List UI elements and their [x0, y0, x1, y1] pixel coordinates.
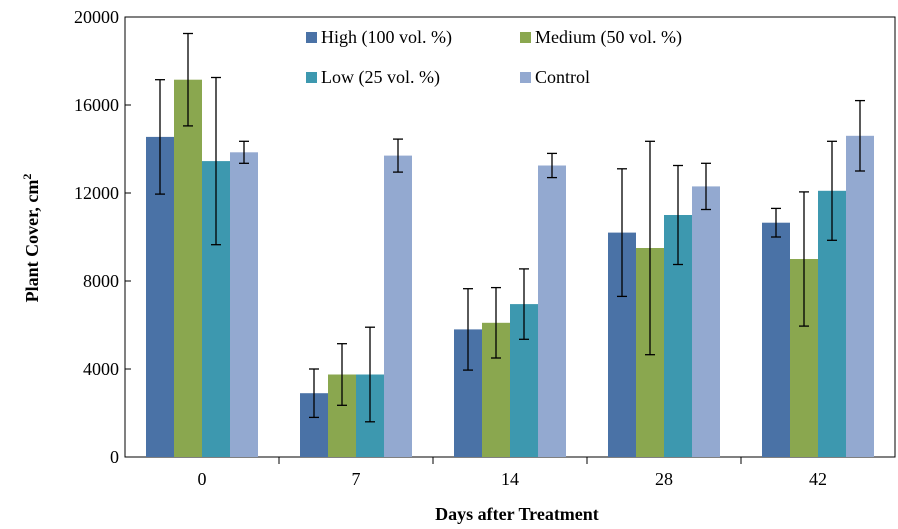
bar: [174, 79, 202, 457]
legend-label: Control: [535, 67, 590, 87]
x-axis: 0 7 14 28 42: [198, 457, 827, 489]
legend-swatch: [520, 72, 531, 83]
y-axis: 0 4000 8000 12000 16000 20000: [74, 7, 131, 467]
y-tick-label: 0: [110, 447, 119, 467]
x-tick-label: 7: [352, 469, 361, 489]
error-bars-group: [155, 32, 865, 423]
x-tick-label: 42: [809, 469, 827, 489]
bars-group: [146, 79, 874, 458]
legend-label: Medium (50 vol. %): [535, 27, 682, 48]
legend-label: Low (25 vol. %): [321, 67, 440, 88]
bar: [846, 135, 874, 458]
x-tick-label: 0: [198, 469, 207, 489]
y-axis-title-superscript: 2: [20, 174, 34, 180]
legend: High (100 vol. %) Medium (50 vol. %) Low (…: [306, 27, 682, 88]
bar: [692, 186, 720, 457]
x-tick-label: 28: [655, 469, 673, 489]
legend-swatch: [306, 72, 317, 83]
y-axis-title-text: Plant Cover, cm: [22, 180, 42, 303]
y-tick-label: 20000: [74, 7, 119, 27]
bar: [384, 155, 412, 457]
x-axis-title: Days after Treatment: [435, 504, 599, 524]
y-axis-title: Plant Cover, cm2: [20, 174, 42, 303]
y-tick-label: 16000: [74, 95, 119, 115]
legend-swatch: [520, 32, 531, 43]
legend-swatch: [306, 32, 317, 43]
y-tick-label: 4000: [83, 359, 119, 379]
y-tick-label: 8000: [83, 271, 119, 291]
bar: [762, 222, 790, 457]
bar: [230, 152, 258, 458]
legend-label: High (100 vol. %): [321, 27, 452, 48]
y-tick-label: 12000: [74, 183, 119, 203]
bar: [538, 165, 566, 457]
x-tick-label: 14: [501, 469, 519, 489]
